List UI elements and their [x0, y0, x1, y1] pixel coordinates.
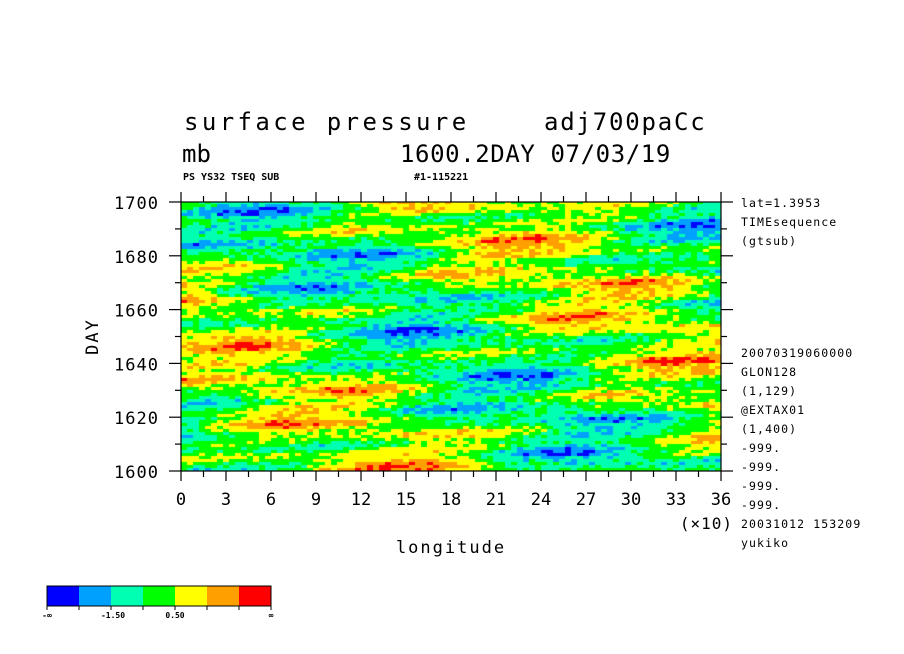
legend-label: -∞	[42, 611, 52, 620]
y-tick-label: 1600	[114, 463, 159, 483]
legend-label: -1.50	[101, 611, 125, 620]
legend-label: ∞	[269, 611, 274, 620]
x-tick-label: 33	[666, 490, 686, 510]
legend-swatch	[79, 586, 111, 606]
x-tick-label: 18	[441, 490, 461, 510]
heatmap-image	[181, 202, 721, 471]
x-axis-label: longitude	[396, 538, 506, 558]
legend-swatch	[207, 586, 239, 606]
x-tick-label: 0	[176, 490, 186, 510]
y-axis-label: DAY	[83, 318, 103, 355]
y-tick-label: 1680	[114, 248, 159, 268]
x-multiplier-label: (×10)	[680, 514, 733, 533]
legend-swatch	[47, 586, 79, 606]
y-tick-label: 1620	[114, 409, 159, 429]
x-tick-label: 6	[266, 490, 276, 510]
y-tick-label: 1700	[114, 194, 159, 214]
x-tick-label: 3	[221, 490, 231, 510]
color-legend: -∞ -1.50 0.50 ∞	[42, 586, 273, 620]
x-tick-labels: 0 3 6 9 12 15 18 21 24 27 30 33 36	[176, 490, 731, 510]
x-tick-label: 27	[576, 490, 596, 510]
legend-swatch	[111, 586, 143, 606]
legend-swatch	[143, 586, 175, 606]
y-tick-label: 1660	[114, 302, 159, 322]
legend-label: 0.50	[165, 611, 184, 620]
y-tick-label: 1640	[114, 355, 159, 375]
x-tick-label: 24	[531, 490, 551, 510]
x-tick-label: 15	[396, 490, 416, 510]
legend-swatch	[239, 586, 271, 606]
x-tick-label: 9	[311, 490, 321, 510]
x-tick-label: 21	[486, 490, 506, 510]
heatmap-field	[181, 202, 721, 471]
y-tick-labels: 1600 1620 1640 1660 1680 1700	[114, 194, 159, 483]
x-tick-label: 36	[711, 490, 731, 510]
x-tick-label: 30	[621, 490, 641, 510]
x-tick-label: 12	[351, 490, 371, 510]
legend-swatch	[175, 586, 207, 606]
